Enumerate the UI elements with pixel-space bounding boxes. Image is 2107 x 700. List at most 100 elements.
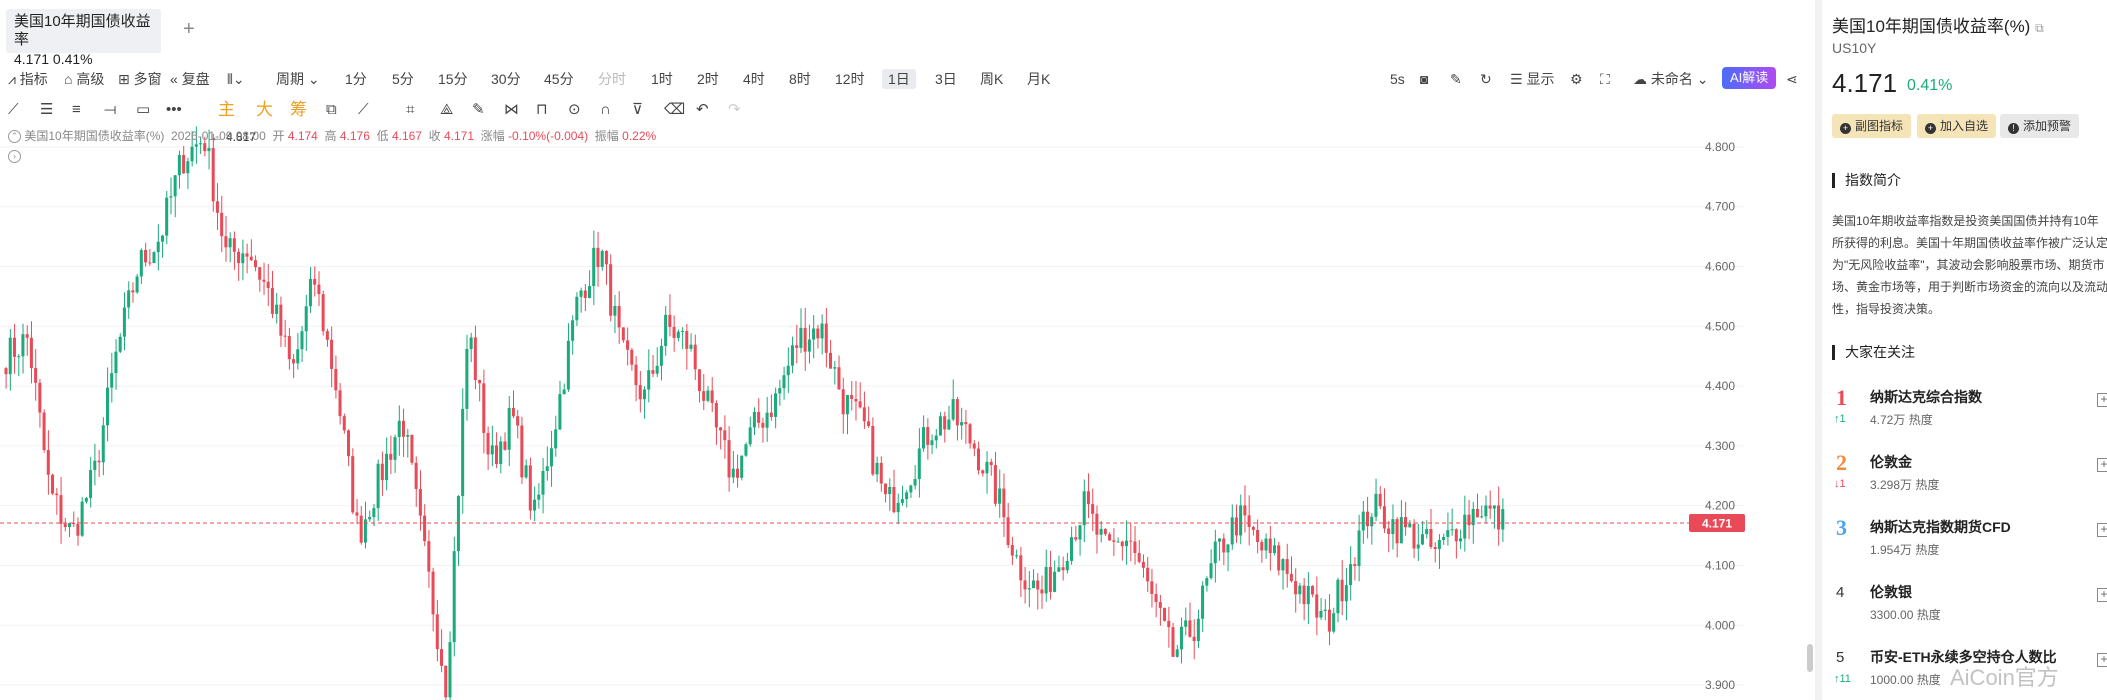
- alert-icon: !: [2008, 123, 2019, 134]
- replay-button[interactable]: « 复盘: [170, 69, 210, 89]
- chart-type-button[interactable]: ⫴⌄: [227, 69, 245, 89]
- copy-icon[interactable]: ⧉: [326, 101, 337, 118]
- candle-body: [72, 523, 76, 525]
- period-timeline[interactable]: 分时: [598, 71, 626, 87]
- ray-icon[interactable]: ⟞: [104, 101, 117, 118]
- candle-body: [930, 440, 934, 445]
- more-shapes-icon[interactable]: •••: [166, 101, 182, 118]
- candle-body: [1357, 530, 1361, 567]
- period-4h[interactable]: 4时: [743, 71, 765, 87]
- indicators-button[interactable]: ⩘ 指标: [8, 69, 48, 89]
- candle-body: [478, 379, 482, 384]
- period-3d[interactable]: 3日: [935, 71, 957, 87]
- draw-edit-icon[interactable]: ✎: [1450, 71, 1462, 87]
- period-week[interactable]: 周K: [980, 71, 1004, 87]
- big-order-toggle[interactable]: 大: [256, 100, 273, 119]
- period-dropdown[interactable]: 周期 ⌄: [276, 69, 320, 89]
- magnet-icon[interactable]: ∩: [600, 101, 611, 118]
- ruler-icon[interactable]: ⟁: [440, 101, 454, 118]
- trash-icon[interactable]: ⌫: [664, 101, 686, 118]
- instrument-price: 4.171: [1832, 68, 1898, 98]
- candle-body: [55, 493, 59, 496]
- add-icon[interactable]: +: [2097, 393, 2107, 407]
- advanced-button[interactable]: ⌂ 高级: [64, 69, 104, 89]
- candle-body: [714, 402, 718, 428]
- candle-body: [363, 519, 367, 543]
- undo-icon[interactable]: ↶: [696, 101, 709, 118]
- candle-body: [1302, 585, 1306, 605]
- filter-icon[interactable]: ⊽: [632, 101, 643, 118]
- candle-body: [1226, 544, 1230, 553]
- add-icon[interactable]: +: [2097, 653, 2107, 667]
- pattern-icon[interactable]: ⋈: [504, 101, 519, 118]
- candle-body: [1395, 519, 1399, 544]
- watch-item[interactable]: 1 ↑1 纳斯达克综合指数 4.72万 热度 +: [1832, 383, 2107, 443]
- candle-body: [1370, 516, 1374, 527]
- display-button[interactable]: ☰ 显示: [1510, 69, 1554, 89]
- candle-body: [1222, 538, 1226, 553]
- candle-body: [1374, 493, 1378, 517]
- add-icon[interactable]: +: [2097, 588, 2107, 602]
- period-15m[interactable]: 15分: [438, 71, 468, 87]
- period-12h[interactable]: 12时: [835, 71, 865, 87]
- candle-body: [1074, 537, 1078, 540]
- add-watchlist-button[interactable]: + 加入自选: [1917, 114, 1997, 138]
- horizontal-lines-icon[interactable]: ☰: [40, 101, 54, 118]
- candle-body: [228, 238, 232, 248]
- redo-icon[interactable]: ↷: [728, 101, 741, 118]
- watch-item[interactable]: 3 纳斯达克指数期货CFD 1.954万 热度 +: [1832, 513, 2107, 573]
- rectangle-icon[interactable]: ▭: [136, 101, 151, 118]
- refresh-timer[interactable]: 5s: [1390, 71, 1405, 87]
- share-icon[interactable]: ⋖: [1786, 71, 1798, 87]
- panel-divider[interactable]: [1815, 0, 1822, 700]
- period-5m[interactable]: 5分: [392, 71, 414, 87]
- chip-toggle[interactable]: 筹: [290, 100, 307, 119]
- period-30m[interactable]: 30分: [491, 71, 521, 87]
- visibility-icon[interactable]: ⊙: [568, 101, 581, 118]
- period-45m[interactable]: 45分: [544, 71, 574, 87]
- copy-icon[interactable]: ⧉: [2035, 21, 2044, 35]
- collapse-icon[interactable]: ⌃: [8, 130, 21, 144]
- main-chart-toggle[interactable]: 主: [218, 100, 235, 119]
- settings-icon[interactable]: ⚙: [1570, 71, 1583, 87]
- ai-interpret-button[interactable]: AI解读: [1722, 67, 1777, 89]
- candle-body: [1099, 528, 1103, 535]
- period-month[interactable]: 月K: [1027, 71, 1051, 87]
- candle-body: [943, 416, 947, 430]
- candle-body: [1294, 581, 1298, 595]
- trend-line-icon[interactable]: ⟋: [8, 101, 19, 118]
- period-1h[interactable]: 1时: [651, 71, 673, 87]
- period-1m[interactable]: 1分: [345, 71, 367, 87]
- crop-icon[interactable]: ⌗: [406, 101, 415, 118]
- multiwin-button[interactable]: ⊞ 多窗: [118, 69, 162, 89]
- candle-body: [575, 296, 579, 321]
- add-tab-button[interactable]: +: [183, 18, 195, 40]
- rotate-icon[interactable]: ↻: [1480, 71, 1492, 87]
- add-icon[interactable]: +: [2097, 458, 2107, 472]
- pencil-icon[interactable]: ✎: [472, 101, 485, 118]
- watch-item[interactable]: 5 ↑11 币安-ETH永续多空持仓人数比 1000.00 热度 +: [1832, 643, 2107, 700]
- candle-body: [1442, 536, 1446, 541]
- watch-item[interactable]: 4 伦敦银 3300.00 热度 +: [1832, 578, 2107, 638]
- period-2h[interactable]: 2时: [697, 71, 719, 87]
- sub-chart-indicator-button[interactable]: + 副图指标: [1832, 114, 1912, 138]
- period-8h[interactable]: 8时: [789, 71, 811, 87]
- fullscreen-icon[interactable]: ⛶: [1600, 71, 1610, 87]
- add-alert-button[interactable]: ! 添加预警: [2000, 114, 2080, 138]
- add-icon[interactable]: +: [2097, 523, 2107, 537]
- candle-body: [875, 462, 879, 475]
- lock-icon[interactable]: ⊓: [536, 101, 548, 118]
- watch-item[interactable]: 2 ↓1 伦敦金 3.298万 热度 +: [1832, 448, 2107, 508]
- period-1d[interactable]: 1日: [882, 69, 916, 89]
- candle-body: [160, 235, 164, 242]
- candlestick-chart[interactable]: ← 4.817 4.171 4.800 4.700 4.600 4.500 4.400 4.3…: [0, 126, 1815, 700]
- camera-icon[interactable]: ◙: [1420, 71, 1429, 87]
- parallel-lines-icon[interactable]: ≡: [72, 101, 81, 118]
- candle-body: [812, 328, 816, 340]
- candle-body: [300, 331, 304, 350]
- expand-icon[interactable]: ›: [8, 150, 21, 163]
- tab-us10y[interactable]: 美国10年期国债收益率 4.171 0.41%: [6, 9, 161, 67]
- intro-line: 为"无风险收益率"，其波动会影响股票市场、期货市: [1832, 258, 2105, 272]
- layout-dropdown[interactable]: ☁ 未命名 ⌄: [1633, 69, 1709, 89]
- measure-icon[interactable]: ⟋: [358, 101, 369, 118]
